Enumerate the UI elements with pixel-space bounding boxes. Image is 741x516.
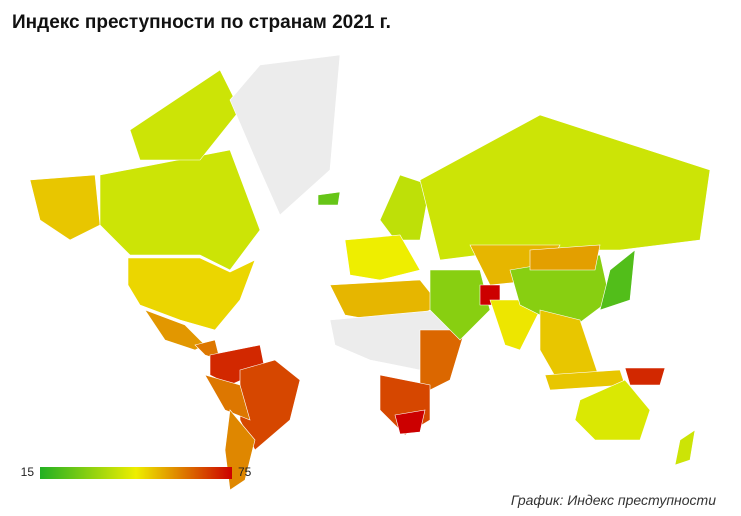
region <box>29 174 101 241</box>
caption: График: Индекс преступности <box>511 492 716 508</box>
region <box>129 69 241 161</box>
scale-max-label: 75 <box>238 465 252 479</box>
region <box>574 379 651 441</box>
region <box>344 234 421 281</box>
region <box>394 409 426 435</box>
region <box>674 429 696 466</box>
region <box>229 54 341 216</box>
region <box>99 149 261 271</box>
color-scale <box>40 467 232 479</box>
region <box>204 374 251 421</box>
chart-title: Индекс преступности по странам 2021 г. <box>12 12 391 33</box>
regions <box>29 54 711 491</box>
region <box>624 367 666 386</box>
region <box>419 114 711 261</box>
region <box>429 269 491 341</box>
region <box>599 249 636 311</box>
region <box>317 191 341 206</box>
scale-min-label: 15 <box>21 465 35 479</box>
region <box>529 244 601 271</box>
region <box>239 359 301 451</box>
region <box>224 409 256 491</box>
region <box>127 257 256 331</box>
